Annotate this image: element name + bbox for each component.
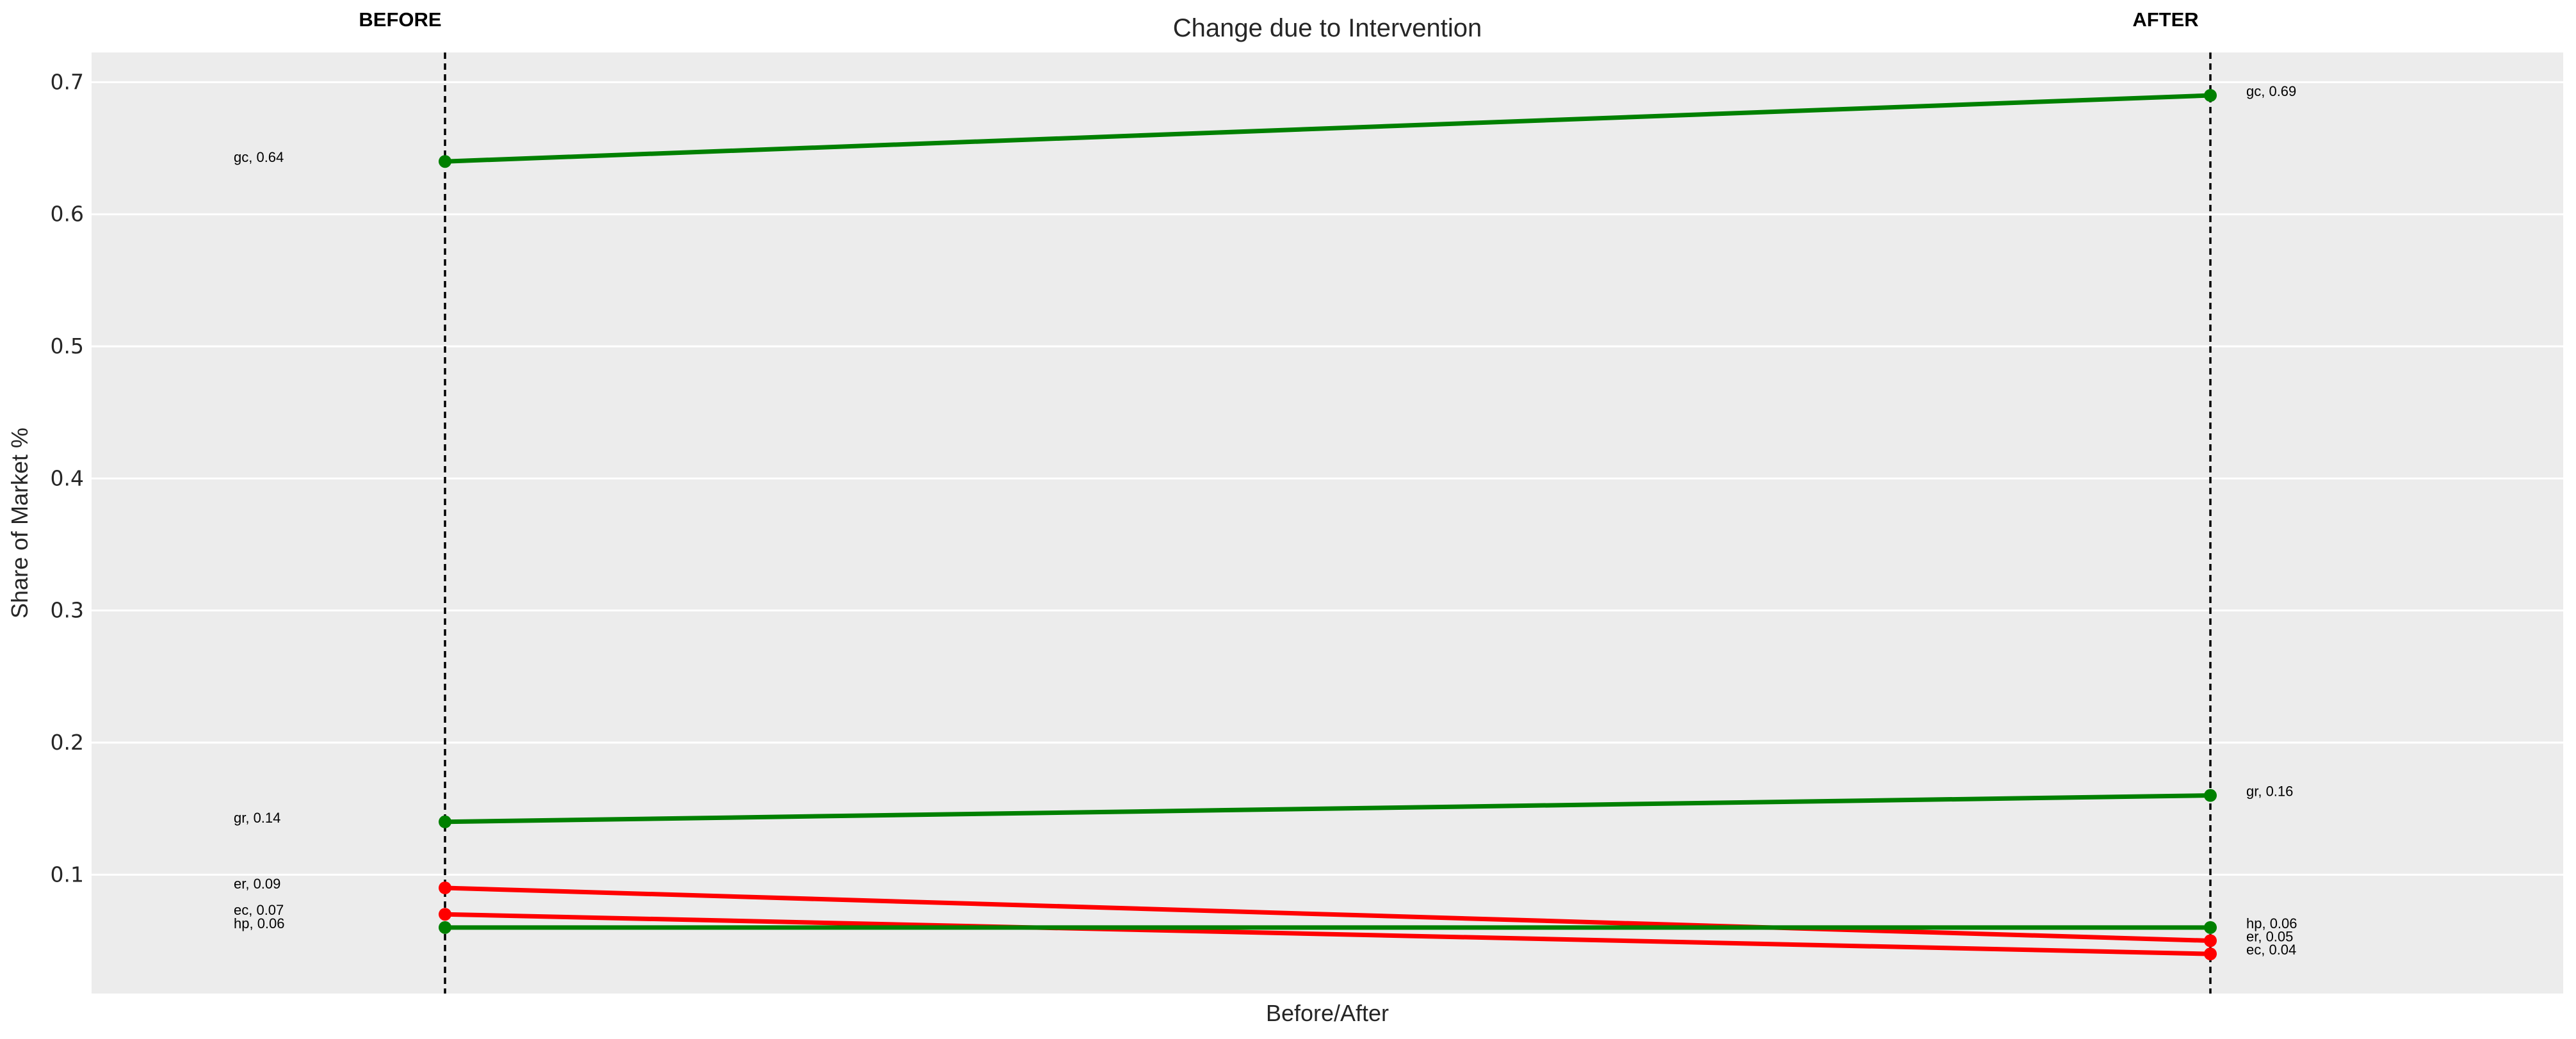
y-tick-label: 0.6	[51, 202, 84, 227]
point-er-after	[2204, 934, 2217, 947]
point-label-er-before: er, 0.09	[234, 876, 280, 892]
y-tick-label: 0.4	[51, 465, 84, 490]
point-hp-before	[439, 921, 451, 934]
column-header-before: BEFORE	[359, 8, 442, 31]
point-label-hp-before: hp, 0.06	[234, 915, 285, 931]
point-label-hp-after: hp, 0.06	[2246, 915, 2297, 931]
point-gc-before	[439, 155, 451, 168]
chart-title: Change due to Intervention	[1172, 14, 1482, 42]
point-gr-before	[439, 815, 451, 828]
y-tick-label: 0.5	[51, 334, 84, 358]
point-gc-after	[2204, 89, 2217, 102]
column-header-after: AFTER	[2132, 8, 2199, 31]
point-ec-after	[2204, 947, 2217, 961]
y-tick-label: 0.7	[51, 69, 84, 94]
point-label-gr-after: gr, 0.16	[2246, 784, 2293, 800]
series-line-gr	[444, 793, 2211, 825]
plot-area	[92, 52, 2563, 994]
point-hp-after	[2204, 921, 2217, 934]
point-label-ec-before: ec, 0.07	[234, 902, 284, 918]
y-tick-label: 0.2	[51, 730, 84, 755]
point-label-gr-before: gr, 0.14	[234, 810, 280, 826]
y-tick-label: 0.3	[51, 598, 84, 623]
x-axis-label: Before/After	[1265, 1000, 1389, 1026]
point-label-gc-before: gc, 0.64	[234, 149, 284, 165]
point-er-before	[439, 881, 451, 894]
point-gr-after	[2204, 789, 2217, 802]
series-line-ec	[444, 912, 2211, 956]
point-label-er-after: er, 0.05	[2246, 928, 2293, 944]
y-tick-label: 0.1	[51, 862, 84, 887]
series-line-gc	[444, 93, 2211, 164]
point-ec-before	[439, 908, 451, 921]
point-label-gc-after: gc, 0.69	[2246, 83, 2296, 99]
series-line-er	[444, 885, 2211, 943]
point-label-ec-after: ec, 0.04	[2246, 942, 2296, 958]
